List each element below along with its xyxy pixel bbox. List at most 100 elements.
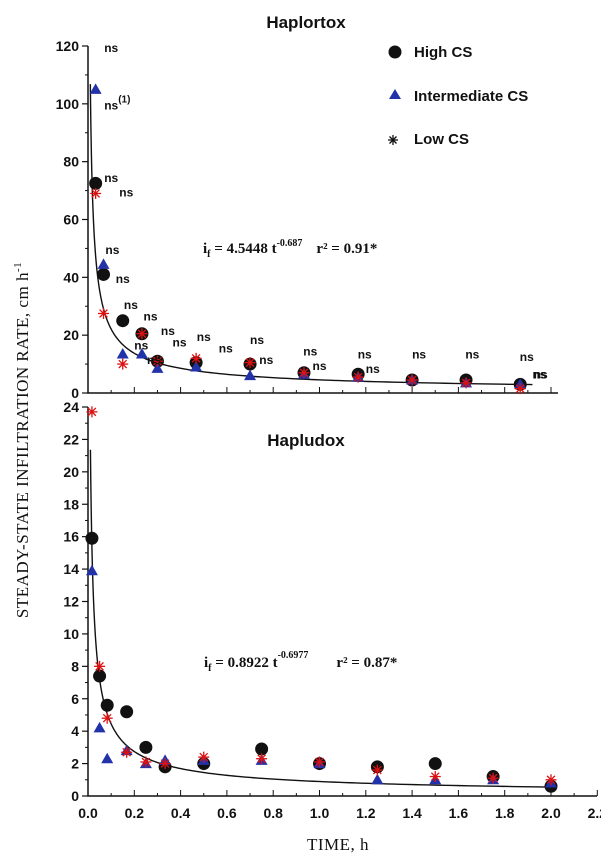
top-y-tick-label: 120	[56, 38, 80, 54]
top-intermediate-cs-point	[151, 362, 164, 373]
y-axis-title: STEADY-STATE INFILTRATION RATE, cm h-1	[12, 262, 32, 618]
bottom-y-tick-label: 0	[71, 788, 79, 804]
bottom-y-tick-label: 20	[63, 464, 79, 480]
bottom-y-tick-label: 24	[63, 399, 79, 415]
bottom-intermediate-cs-point	[85, 564, 98, 576]
top-ns-annotation: ns	[250, 333, 264, 347]
top-y-tick-label: 60	[63, 212, 79, 228]
bottom-y-tick-label: 8	[71, 658, 79, 674]
bottom-low-cs-point	[101, 712, 113, 724]
top-low-cs-point	[406, 374, 418, 386]
top-panel-title: Haplortox	[266, 13, 346, 32]
top-ns-annotation: ns	[465, 347, 479, 361]
bottom-low-cs-point	[429, 771, 441, 783]
top-low-cs-point	[514, 383, 526, 395]
top-low-cs-point	[244, 357, 256, 369]
top-intermediate-cs-point	[135, 347, 148, 359]
top-ns-annotation: ns	[303, 344, 317, 358]
top-y-tick-label: 40	[63, 269, 79, 285]
bottom-x-tick-label: 1.2	[356, 805, 376, 821]
top-low-cs-point	[117, 358, 129, 370]
data-markers	[85, 83, 558, 793]
bottom-high-cs-point	[85, 531, 99, 545]
bottom-intermediate-cs-point	[93, 721, 106, 733]
top-low-cs-point	[190, 352, 202, 364]
legend-low-marker	[388, 135, 398, 145]
bottom-x-tick-label: 1.0	[310, 805, 330, 821]
bottom-x-tick-label: 1.6	[449, 805, 469, 821]
bottom-low-cs-point	[140, 756, 152, 768]
bottom-eq-r2: r² = 0.87*	[336, 655, 397, 671]
top-eq-sub: f	[207, 249, 211, 260]
top-low-cs-point	[98, 307, 110, 319]
top-fit-curve	[89, 84, 533, 386]
top-ns-annotation: ns	[124, 298, 138, 312]
bottom-x-tick-label: 0.0	[78, 805, 98, 821]
y-axis-title-text: STEADY-STATE INFILTRATION RATE, cm h	[13, 272, 32, 618]
bottom-eq-sub: f	[208, 663, 212, 674]
bottom-low-cs-point	[86, 406, 98, 418]
bottom-high-cs-point	[428, 757, 442, 771]
top-low-cs-point	[352, 371, 364, 383]
top-intermediate-cs-point	[97, 258, 110, 269]
bottom-high-cs-point	[120, 705, 134, 719]
bottom-fit-curve	[89, 449, 552, 788]
bottom-intermediate-cs-point	[371, 773, 384, 785]
top-high-cs-point	[89, 176, 103, 190]
top-low-cs-point	[298, 367, 310, 379]
top-ns-annotation: ns	[358, 347, 372, 361]
top-y-tick-label: 0	[71, 385, 79, 401]
bottom-low-cs-point	[198, 751, 210, 763]
bottom-x-tick-label: 1.4	[402, 805, 422, 821]
bottom-high-cs-point	[255, 742, 269, 756]
fit-curves	[89, 84, 552, 788]
legend: High CS Intermediate CS Low CS	[388, 44, 528, 148]
bottom-y-tick-label: 16	[63, 529, 79, 545]
top-ns-annotation: ns	[219, 342, 233, 356]
bottom-x-tick-label: 1.8	[495, 805, 515, 821]
bottom-y-tick-label: 4	[71, 723, 79, 739]
bottom-y-tick-label: 18	[63, 496, 79, 512]
top-ns-footnote-marker: (1)	[118, 95, 130, 106]
bottom-low-cs-point	[94, 660, 106, 672]
top-fit-equation: if = 4.5448 t-0.687 r² = 0.91*	[203, 238, 377, 260]
bottom-high-cs-point	[93, 669, 107, 683]
top-ns-annotation: ns	[147, 353, 161, 367]
legend-intermediate-label: Intermediate CS	[414, 88, 528, 105]
top-y-tick-label: 20	[63, 327, 79, 343]
bottom-y-tick-label: 14	[63, 561, 79, 577]
top-ns-annotation: ns	[144, 310, 158, 324]
top-ns-annotation: ns	[161, 324, 175, 338]
bottom-x-tick-label: 2.0	[541, 805, 561, 821]
bottom-low-cs-point	[487, 772, 499, 784]
top-high-cs-point	[97, 267, 111, 281]
bottom-high-cs-point	[100, 698, 114, 712]
top-ns-annotation: ns	[313, 359, 327, 373]
bottom-x-tick-label: 2.2	[588, 805, 601, 821]
top-eq-exp: -0.687	[277, 238, 303, 249]
legend-low-label: Low CS	[414, 131, 469, 148]
bottom-eq-exp: -0.6977	[278, 650, 309, 661]
top-y-tick-label: 80	[63, 154, 79, 170]
top-eq-r2: r² = 0.91*	[316, 241, 377, 257]
bottom-low-cs-point	[159, 758, 171, 770]
top-ns-annotation: ns	[104, 171, 118, 185]
legend-intermediate-marker	[389, 89, 401, 99]
top-eq-coef: = 4.5448 t	[211, 241, 277, 257]
top-ns-annotation: ns	[119, 185, 133, 199]
top-ns-annotation: ns	[412, 347, 426, 361]
top-high-cs-point	[116, 314, 130, 328]
bottom-low-cs-point	[314, 756, 325, 768]
top-ns-annotation: ns	[520, 350, 534, 364]
y-axis-title-sup: -1	[12, 262, 24, 272]
legend-high-marker	[388, 45, 402, 59]
top-low-cs-point	[151, 355, 163, 367]
bottom-x-tick-label: 0.8	[263, 805, 283, 821]
axis-ticks	[82, 45, 598, 797]
top-intermediate-cs-point	[190, 360, 203, 372]
bottom-low-cs-point	[545, 774, 557, 786]
bottom-x-tick-label: 0.4	[171, 805, 191, 821]
